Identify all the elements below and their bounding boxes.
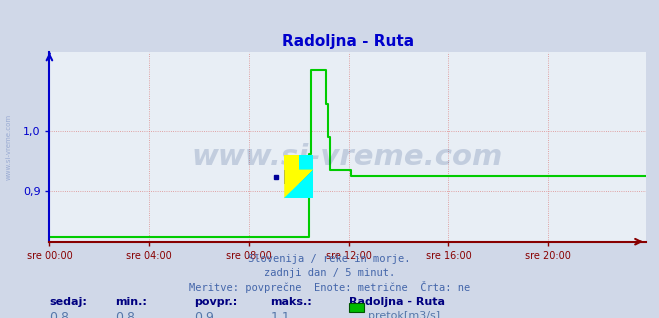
Title: Radoljna - Ruta: Radoljna - Ruta — [281, 33, 414, 49]
Text: 0,9: 0,9 — [194, 311, 214, 318]
Polygon shape — [284, 169, 313, 198]
Text: 0,8: 0,8 — [115, 311, 135, 318]
Text: maks.:: maks.: — [270, 297, 312, 307]
Polygon shape — [284, 169, 313, 198]
Text: povpr.:: povpr.: — [194, 297, 238, 307]
Text: zadnji dan / 5 minut.: zadnji dan / 5 minut. — [264, 268, 395, 278]
Text: Radoljna - Ruta: Radoljna - Ruta — [349, 297, 445, 307]
Text: Slovenija / reke in morje.: Slovenija / reke in morje. — [248, 254, 411, 264]
Text: sedaj:: sedaj: — [49, 297, 87, 307]
Bar — [299, 169, 313, 184]
Bar — [299, 155, 313, 169]
Bar — [284, 155, 299, 169]
Bar — [284, 169, 299, 184]
Text: min.:: min.: — [115, 297, 147, 307]
Text: 1,1: 1,1 — [270, 311, 290, 318]
Text: Meritve: povprečne  Enote: metrične  Črta: ne: Meritve: povprečne Enote: metrične Črta:… — [189, 281, 470, 293]
Text: www.si-vreme.com: www.si-vreme.com — [192, 142, 503, 170]
Text: www.si-vreme.com: www.si-vreme.com — [5, 114, 12, 180]
Text: pretok[m3/s]: pretok[m3/s] — [368, 311, 440, 318]
Text: 0,8: 0,8 — [49, 311, 69, 318]
